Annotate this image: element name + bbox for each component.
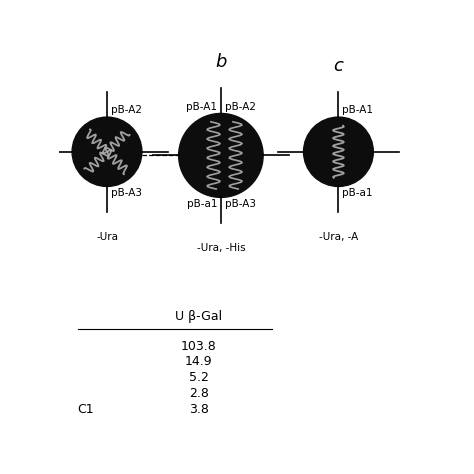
Text: pB-a1: pB-a1 (187, 199, 217, 209)
Text: -Ura, -A: -Ura, -A (319, 232, 358, 242)
Text: -Ura, -His: -Ura, -His (197, 243, 245, 253)
Circle shape (72, 117, 142, 186)
Text: 14.9: 14.9 (185, 356, 213, 368)
Text: 103.8: 103.8 (181, 340, 217, 353)
Text: 2.8: 2.8 (189, 387, 209, 400)
Text: 3.8: 3.8 (189, 402, 209, 416)
Text: pB-A1: pB-A1 (342, 105, 373, 115)
Text: c: c (334, 57, 343, 75)
Text: pB-A2: pB-A2 (110, 105, 142, 115)
Text: b: b (215, 54, 227, 72)
Text: -Ura: -Ura (96, 232, 118, 242)
Text: U β-Gal: U β-Gal (175, 310, 222, 323)
Text: pB-A2: pB-A2 (225, 101, 255, 112)
Text: 5.2: 5.2 (189, 371, 209, 384)
Text: pB-A1: pB-A1 (186, 101, 217, 112)
Circle shape (303, 117, 374, 186)
Text: pB-a1: pB-a1 (342, 188, 373, 198)
Text: C1: C1 (78, 402, 94, 416)
Text: pB-A3: pB-A3 (225, 199, 255, 209)
Circle shape (179, 113, 263, 197)
Text: pB-A3: pB-A3 (110, 188, 142, 198)
